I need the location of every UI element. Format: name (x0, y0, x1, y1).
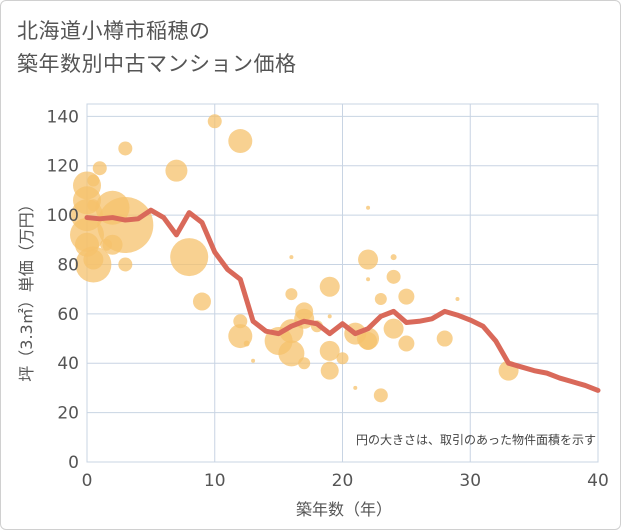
bubble-point (398, 288, 415, 305)
x-tick-label: 40 (587, 471, 609, 491)
y-tick-label: 40 (57, 354, 79, 374)
y-tick-label: 80 (57, 255, 79, 275)
bubble-size-note: 円の大きさは、取引のあった物件面積を示す (356, 432, 596, 447)
bubble-point (353, 385, 358, 390)
x-tick-label: 30 (459, 471, 481, 491)
x-tick-label: 20 (332, 471, 354, 491)
y-tick-label: 100 (47, 206, 79, 226)
x-tick-label: 10 (204, 471, 226, 491)
bubble-point (83, 249, 104, 270)
x-tick-label: 0 (82, 471, 93, 491)
bubble-point (383, 318, 404, 339)
bubble-point (289, 255, 294, 260)
bubble-point (366, 277, 371, 282)
bubble-point (373, 388, 388, 403)
bubble-point (278, 340, 305, 367)
bubble-point (251, 358, 256, 363)
bubble-point (386, 269, 401, 284)
bubble-point (92, 161, 107, 176)
bubble-point (319, 276, 340, 297)
bubble-point (320, 361, 339, 380)
bubble-point (118, 141, 133, 156)
bubble-point (298, 357, 311, 370)
bubble-point (285, 288, 298, 301)
tick-labels: 0 20 40 60 80 100 120 140 0 10 20 30 40 (47, 107, 609, 491)
bubble-point (228, 129, 253, 154)
bubble-point (436, 330, 453, 347)
bubble-point (170, 238, 209, 277)
bubble-point (398, 335, 415, 352)
bubble-point (192, 292, 211, 311)
title-line-2: 築年数別中古マンション価格 (17, 52, 297, 76)
bubble-point (319, 340, 340, 361)
bubble-point (327, 314, 332, 319)
bubble-point (97, 196, 154, 253)
bubble-point (455, 297, 460, 302)
y-axis-label: 坪（3.3㎡）単価（万円） (17, 196, 36, 381)
bubble-point (390, 254, 397, 261)
bubble-point (374, 293, 387, 306)
title-line-1: 北海道小樽市稲穂の (17, 19, 211, 43)
y-tick-label: 60 (57, 305, 79, 325)
grid-lines (86, 104, 599, 463)
bubble-point (366, 205, 371, 210)
chart-title: 北海道小樽市稲穂の 築年数別中古マンション価格 (17, 15, 297, 81)
y-tick-label: 0 (68, 453, 79, 473)
bubble-point (165, 159, 188, 182)
bubble-point (358, 249, 379, 270)
bubble-layer (70, 114, 519, 403)
y-tick-label: 140 (47, 107, 79, 127)
y-tick-label: 120 (47, 157, 79, 177)
bubble-point (207, 114, 222, 129)
bubble-point (87, 174, 100, 187)
average-price-line (84, 207, 601, 393)
bubble-point (336, 352, 349, 365)
bubble-point (243, 340, 250, 347)
line-layer (84, 207, 601, 393)
bubble-point (118, 257, 133, 272)
y-tick-label: 20 (57, 404, 79, 424)
x-axis-label: 築年数（年） (296, 500, 392, 519)
